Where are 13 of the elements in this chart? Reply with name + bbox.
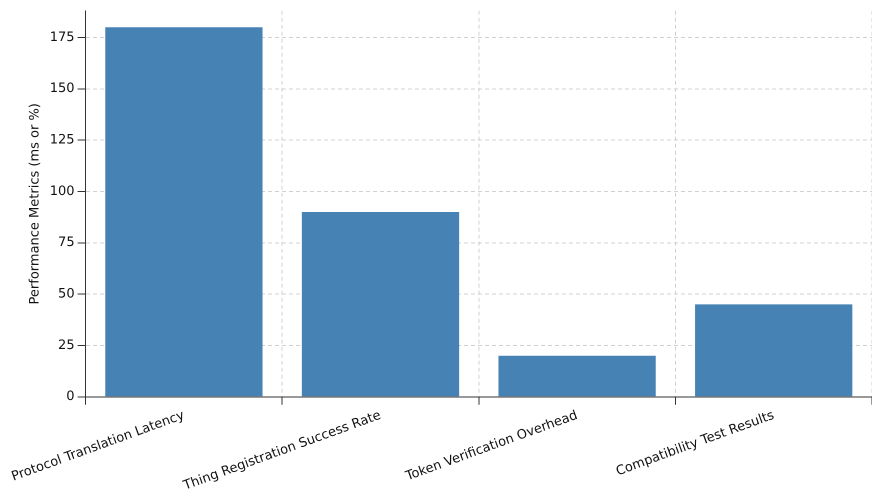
bar [302,212,460,396]
y-tick-label: 175 [50,30,75,45]
bar [695,304,852,396]
y-tick-label: 100 [50,184,75,199]
y-tick-label: 150 [50,81,75,96]
bar [105,27,263,396]
y-tick-label: 125 [50,132,75,148]
y-tick-label: 25 [58,338,75,353]
bar [498,356,656,396]
y-tick-label: 0 [66,389,75,404]
y-tick-label: 50 [58,286,75,302]
y-axis-title: Performance Metrics (ms or %) [27,103,42,304]
y-tick-label: 75 [58,235,75,250]
